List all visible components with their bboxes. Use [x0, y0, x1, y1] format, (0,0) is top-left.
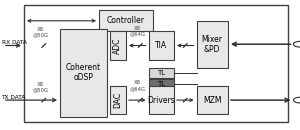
Text: Controller: Controller: [107, 16, 145, 25]
Text: X8
@64G: X8 @64G: [129, 26, 145, 36]
Text: TX DATA: TX DATA: [2, 95, 26, 100]
Bar: [148, 68, 174, 78]
Bar: [110, 86, 126, 114]
Text: Coherent
oDSP: Coherent oDSP: [66, 63, 101, 83]
Bar: [60, 29, 106, 117]
Bar: [148, 86, 174, 114]
Bar: [148, 79, 174, 89]
Text: Drivers: Drivers: [147, 96, 175, 105]
Bar: [148, 31, 174, 60]
Text: ADC: ADC: [113, 37, 122, 54]
Text: X8
@50G: X8 @50G: [32, 82, 48, 92]
Text: RX DATA: RX DATA: [2, 41, 26, 46]
Text: Mixer
&PD: Mixer &PD: [202, 34, 223, 54]
Bar: [24, 5, 288, 122]
Text: DAC: DAC: [113, 92, 122, 108]
Bar: [110, 31, 126, 60]
Text: X8
@50G: X8 @50G: [32, 27, 48, 38]
Text: X8
@64G: X8 @64G: [129, 80, 145, 91]
Text: TL: TL: [157, 70, 165, 76]
Bar: [99, 10, 153, 31]
Bar: [196, 86, 228, 114]
Text: TIA: TIA: [155, 41, 167, 50]
Text: TL: TL: [157, 81, 165, 87]
Bar: [196, 21, 228, 68]
Text: MZM: MZM: [203, 96, 221, 105]
